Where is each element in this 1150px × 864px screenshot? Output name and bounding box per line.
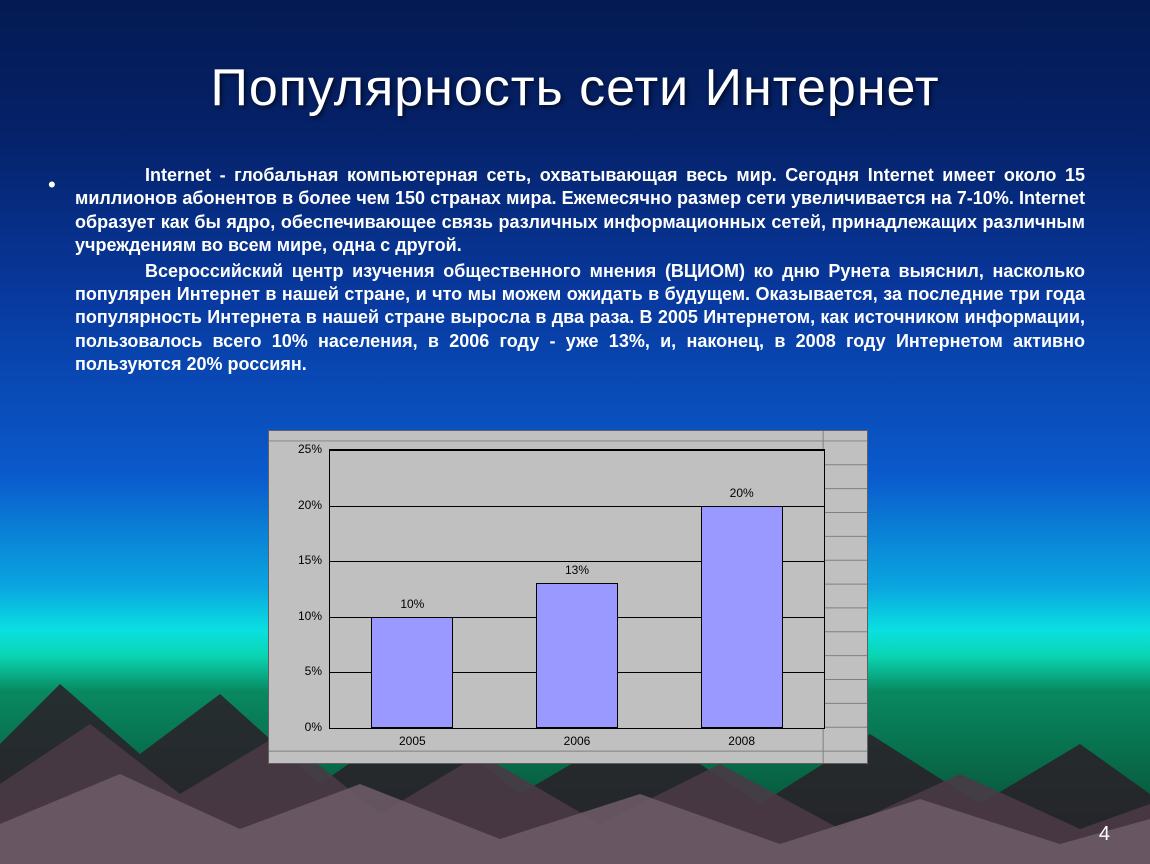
chart-bar-value-label: 10% xyxy=(400,597,424,611)
chart-y-tick-label: 15% xyxy=(282,553,322,567)
chart-y-tick-label: 5% xyxy=(282,664,322,678)
chart-y-tick-label: 0% xyxy=(282,720,322,734)
chart-container: 0% 5% 10% 15% 20% 25% 10% 2005 13% 2006 20% 2008 xyxy=(268,430,868,764)
chart-x-tick-label: 2006 xyxy=(564,734,591,748)
chart-y-tick-label: 20% xyxy=(282,498,322,512)
chart-bar xyxy=(371,617,453,728)
chart-bar xyxy=(701,506,783,728)
bullet-marker: • xyxy=(48,174,56,196)
paragraph-2: Всероссийский центр изучения общественно… xyxy=(75,260,1085,377)
chart-bar xyxy=(536,583,618,728)
chart-y-tick-label: 25% xyxy=(282,442,322,456)
body-text: Internet - глобальная компьютерная сеть,… xyxy=(75,164,1085,377)
chart-bar-value-label: 20% xyxy=(730,486,754,500)
slide-title: Популярность сети Интернет xyxy=(0,58,1150,118)
chart-gridline xyxy=(330,450,824,451)
chart-y-tick-label: 10% xyxy=(282,609,322,623)
chart-x-tick-label: 2005 xyxy=(399,734,426,748)
page-number: 4 xyxy=(1099,823,1110,846)
chart-bar-value-label: 13% xyxy=(565,563,589,577)
slide: Популярность сети Интернет • Internet - … xyxy=(0,0,1150,864)
chart-x-tick-label: 2008 xyxy=(728,734,755,748)
paragraph-1: Internet - глобальная компьютерная сеть,… xyxy=(75,164,1085,258)
chart-plot-area: 0%5%10%15%20%25%10%200513%200620%2008 xyxy=(329,449,825,729)
